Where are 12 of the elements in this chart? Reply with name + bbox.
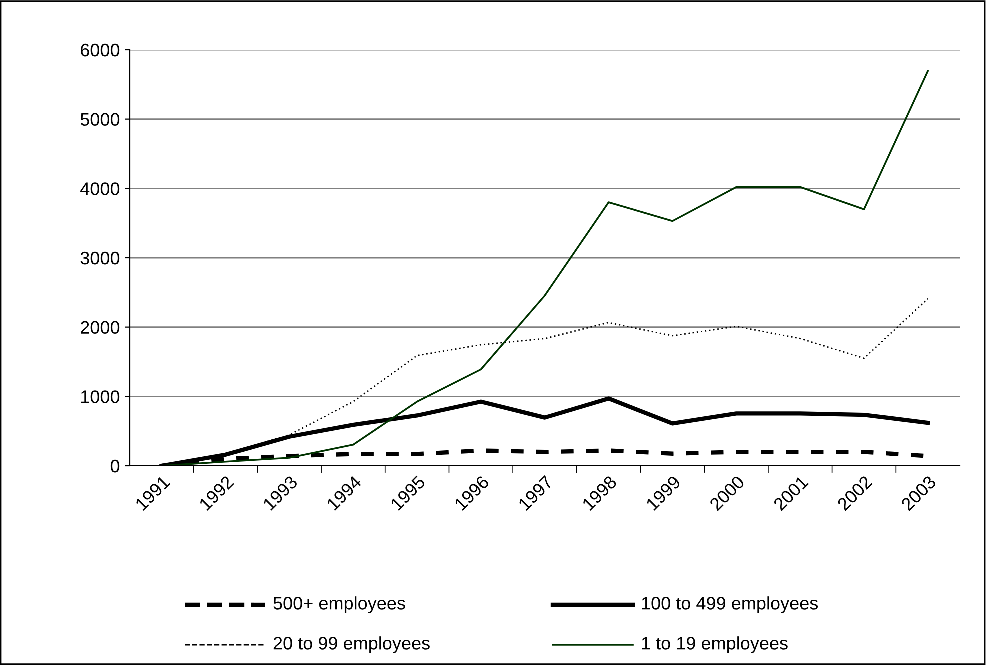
line-series [161, 70, 929, 466]
y-tick-label: 1000 [81, 390, 120, 404]
legend-label: 100 to 499 employees [642, 596, 818, 614]
y-tick-label: 5000 [80, 113, 120, 126]
legend-label: 1 to 19 employees [642, 636, 788, 654]
y-tick-label: 2000 [81, 321, 120, 334]
y-tick-label: 3000 [80, 252, 120, 265]
legend-label: 500+ employees [274, 596, 406, 614]
y-tick-label: 4000 [80, 182, 120, 196]
legend-label: 20 to 99 employees [274, 636, 430, 654]
y-tick-label: 0 [110, 460, 120, 473]
y-tick-label: 6000 [81, 44, 120, 57]
